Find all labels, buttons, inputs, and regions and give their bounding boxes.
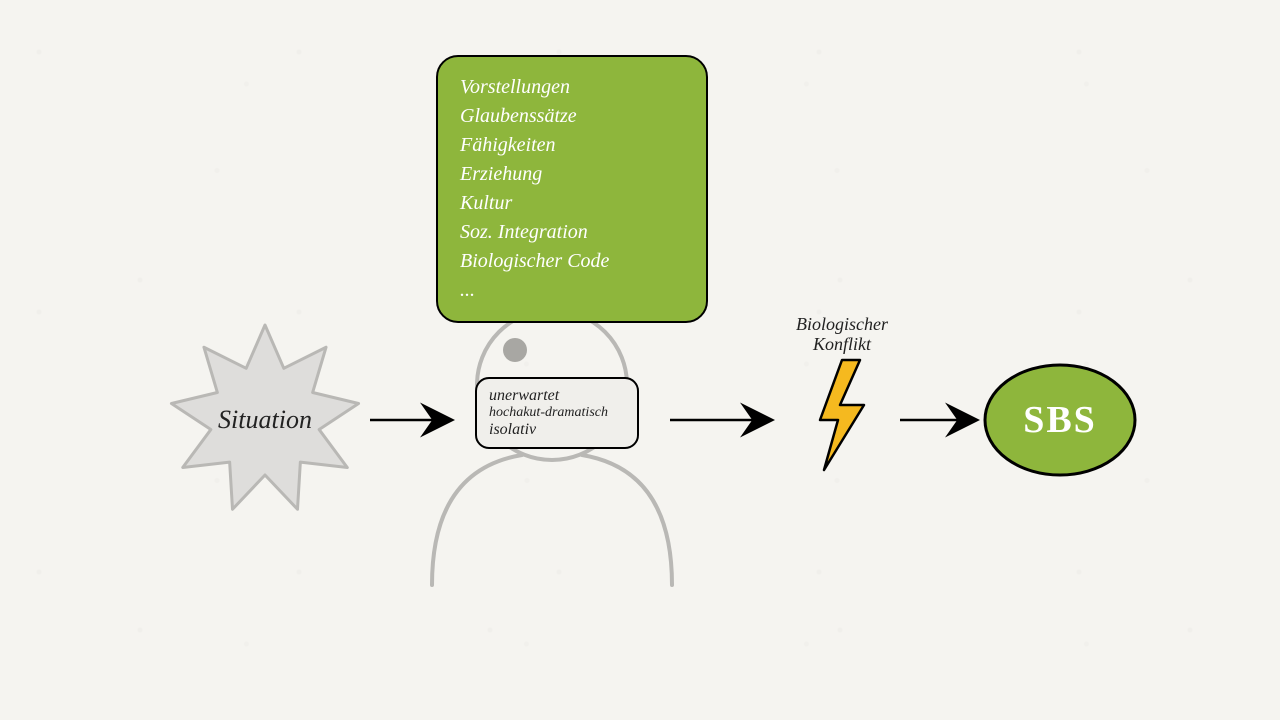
- attributes-greenbox: VorstellungenGlaubenssätzeFähigkeitenErz…: [436, 55, 708, 323]
- attributes-item: ...: [460, 276, 684, 305]
- trigger-line-1: unerwartet: [489, 387, 625, 405]
- attributes-item: Soz. Integration: [460, 218, 684, 247]
- diagram-canvas: { "canvas": { "width": 1280, "height": 7…: [0, 0, 1280, 720]
- attributes-item: Erziehung: [460, 160, 684, 189]
- trigger-whitebox: unerwartet hochakut-dramatisch isolativ: [475, 377, 639, 449]
- konflikt-label: Biologischer Konflikt: [796, 315, 888, 355]
- attributes-item: Biologischer Code: [460, 247, 684, 276]
- attributes-item: Fähigkeiten: [460, 131, 684, 160]
- sbs-label: SBS: [1023, 398, 1097, 442]
- situation-label: Situation: [218, 405, 312, 435]
- trigger-line-3: isolativ: [489, 421, 625, 439]
- konflikt-line-2: Konflikt: [813, 334, 871, 354]
- attributes-item: Vorstellungen: [460, 73, 684, 102]
- attributes-item: Kultur: [460, 189, 684, 218]
- attributes-item: Glaubenssätze: [460, 102, 684, 131]
- konflikt-line-1: Biologischer: [796, 314, 888, 334]
- trigger-line-2: hochakut-dramatisch: [489, 405, 625, 421]
